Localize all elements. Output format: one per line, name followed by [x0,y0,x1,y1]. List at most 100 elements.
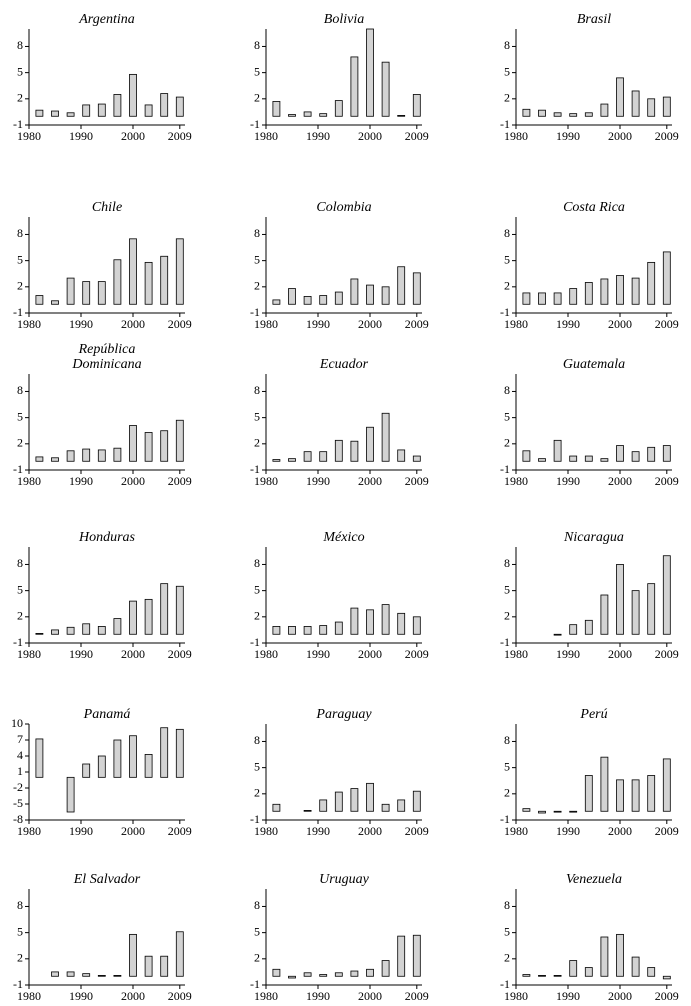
bar [113,618,122,635]
y-tick-label: 2 [254,91,260,105]
bar [82,973,91,977]
bar [522,974,531,977]
x-tick-label: 1980 [504,129,528,143]
panel-title-box: Honduras [79,530,135,545]
bar [129,600,137,635]
bar [522,292,531,305]
x-tick-label: 2009 [168,989,192,1003]
bar [553,292,562,305]
x-tick-label: 2009 [405,317,429,331]
bar [319,295,328,305]
bar [584,775,593,812]
bar [647,583,656,635]
x-tick-label: 1980 [254,989,278,1003]
bar [303,972,312,977]
y-tick-label: 8 [504,226,510,240]
panel-title-box: Guatemala [562,357,626,372]
panel-title-box: México [323,530,364,545]
bar [662,96,671,117]
y-tick-label: 8 [504,383,510,397]
bar [129,73,137,117]
bar [288,114,296,117]
x-tick-label: 1990 [306,317,330,331]
y-tick-label: -1 [13,977,23,991]
y-tick-label: 2 [504,951,510,965]
bar [160,255,169,305]
bar [35,109,44,117]
bar [412,272,421,305]
panel-title: Ecuador [319,357,369,372]
bar [397,266,406,305]
bar [82,448,91,462]
x-tick-label: 2000 [121,824,145,838]
y-tick-label: 5 [504,582,510,596]
bar [616,275,624,305]
x-tick-label: 1980 [504,474,528,488]
x-tick-label: 1990 [306,474,330,488]
bar [631,277,640,305]
bar [366,782,374,812]
bar [366,968,374,977]
panel-title: Panamá [83,707,131,722]
bar [129,735,137,778]
x-tick-label: 1990 [69,474,93,488]
y-tick-label: 2 [17,951,23,965]
y-tick-label: 4 [17,748,23,762]
bar [569,960,578,977]
y-tick-label: 2 [17,609,23,623]
y-tick-label: -1 [250,977,260,991]
y-tick-label: -5 [13,796,23,810]
bar [334,972,343,977]
bar [272,101,281,117]
bar [319,113,328,117]
bar [334,100,343,117]
bar [303,296,312,305]
x-tick-label: 1980 [17,474,41,488]
x-tick-label: 1990 [556,824,580,838]
y-tick-label: -1 [250,635,260,649]
panel: Panamá -8 -5 -2 1 4 7 10 1980 1990 2000 2009 [11,707,192,838]
y-tick-label: -8 [13,812,23,826]
bar [412,94,421,117]
bar [144,754,153,778]
bar [35,295,44,305]
y-tick-label: 5 [504,252,510,266]
y-tick-label: -1 [13,305,23,319]
panel-title: Bolivia [323,12,365,27]
x-tick-label: 2009 [405,647,429,661]
panel-title: Guatemala [562,357,626,372]
bar [569,455,578,462]
bar [366,426,374,462]
panel-title-box: Venezuela [566,872,622,887]
bar [553,975,562,977]
bar [66,277,75,305]
panel-title-box: El Salvador [74,872,141,887]
bar [51,971,59,977]
bar [334,621,343,635]
y-tick-label: 5 [17,409,23,423]
y-tick-label: 8 [17,38,23,52]
bar [538,810,546,814]
x-tick-label: 2009 [655,317,679,331]
panel-title-box: Ecuador [319,357,369,372]
bar [144,261,153,305]
bar [288,288,296,305]
x-tick-label: 2009 [405,129,429,143]
x-tick-label: 2000 [121,647,145,661]
bar [584,967,593,977]
panel-title-box: Chile [92,200,122,215]
panel-title: Costa Rica [563,200,625,215]
y-tick-label: 8 [17,383,23,397]
bar [303,451,312,462]
bar [381,412,390,462]
bar [175,931,184,977]
bar [600,756,609,812]
y-tick-label: 2 [504,609,510,623]
x-tick-label: 2009 [168,317,192,331]
x-tick-label: 1990 [69,989,93,1003]
bar [97,975,106,977]
y-tick-label: 5 [254,409,260,423]
bar [160,727,169,778]
bar [272,968,281,977]
